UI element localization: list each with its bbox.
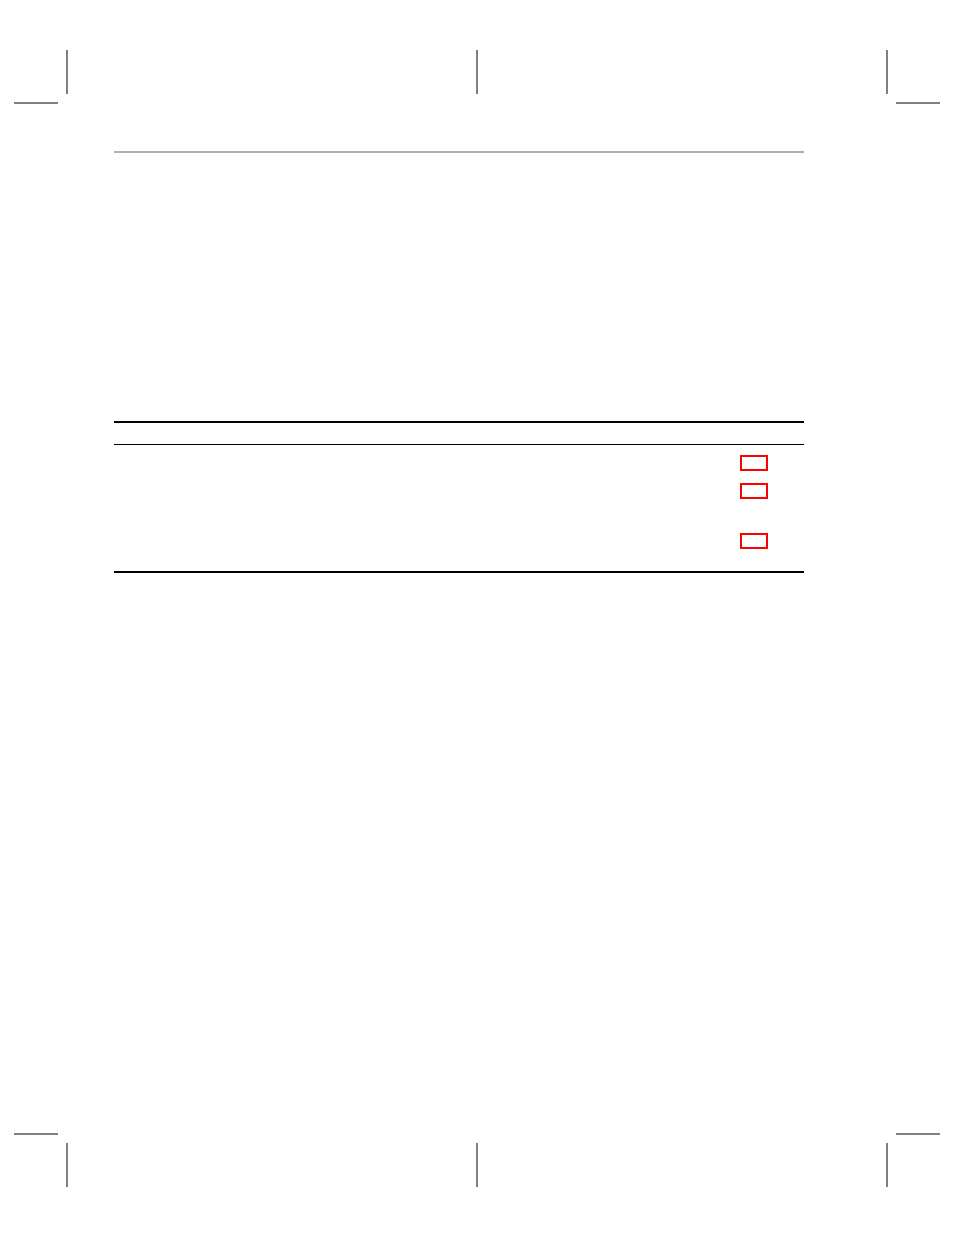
cropmark-top-right-vertical bbox=[886, 50, 888, 94]
table-top-rule bbox=[114, 421, 804, 423]
cropmark-top-right-horizontal bbox=[896, 102, 940, 104]
link-box-2[interactable] bbox=[740, 483, 768, 499]
table-head-rule bbox=[114, 444, 804, 445]
header-rule bbox=[114, 151, 804, 153]
cropmark-top-left-vertical bbox=[66, 50, 68, 94]
cropmark-bottom-right-vertical bbox=[886, 1143, 888, 1187]
cropmark-top-center-vertical bbox=[476, 50, 478, 94]
link-box-3[interactable] bbox=[740, 533, 768, 549]
cropmark-bottom-left-horizontal bbox=[14, 1133, 58, 1135]
cropmark-top-left-horizontal bbox=[14, 102, 58, 104]
cropmark-bottom-left-vertical bbox=[66, 1143, 68, 1187]
table-bottom-rule bbox=[114, 571, 804, 573]
cropmark-bottom-center-vertical bbox=[476, 1143, 478, 1187]
cropmark-bottom-right-horizontal bbox=[896, 1133, 940, 1135]
link-box-1[interactable] bbox=[740, 455, 768, 471]
